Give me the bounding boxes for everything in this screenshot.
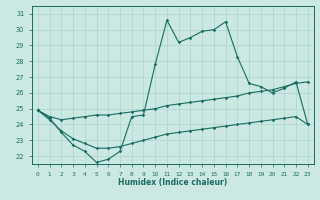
X-axis label: Humidex (Indice chaleur): Humidex (Indice chaleur)	[118, 178, 228, 187]
